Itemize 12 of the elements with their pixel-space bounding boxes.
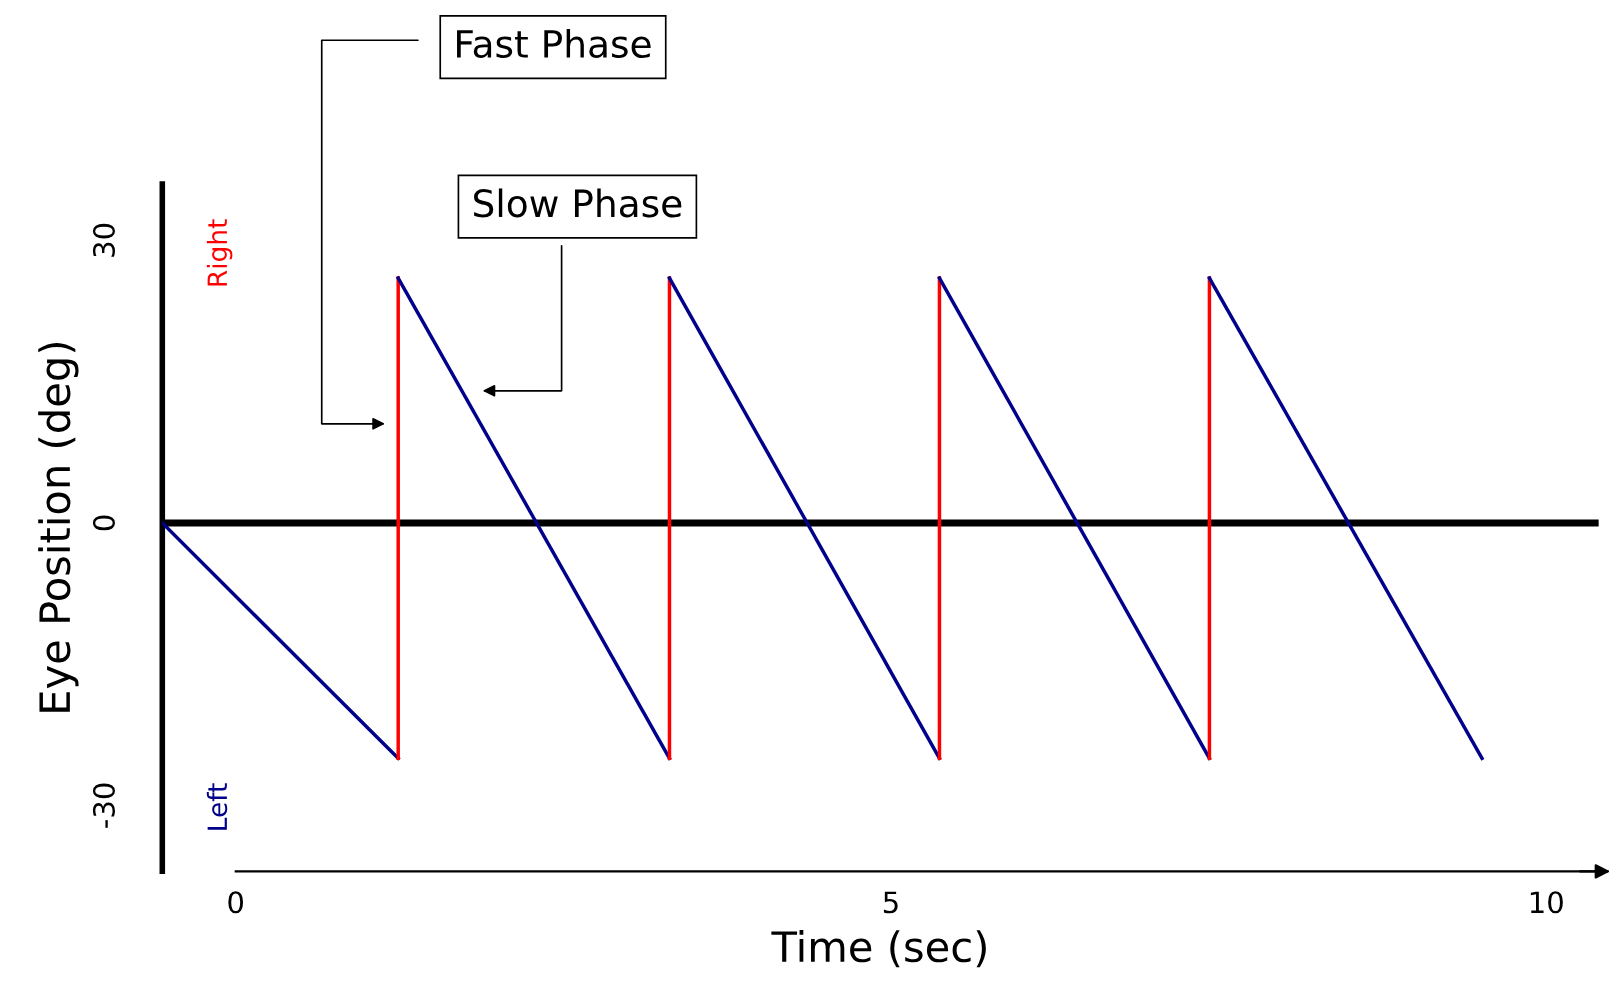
annotation: Right: [206, 219, 233, 286]
x-tick-label: 0: [228, 891, 244, 914]
y-axis-title: Eye Position (deg): [38, 343, 79, 712]
annotation: Left: [206, 783, 228, 830]
x-tick-label: 10: [1530, 891, 1563, 914]
text: Fast Phase: [457, 28, 651, 58]
annotation: Slow Phase: [474, 188, 682, 218]
y-tick-label: 0: [92, 515, 115, 531]
x-tick-label: 5: [883, 891, 898, 914]
y-tick-label: -30: [92, 783, 115, 828]
y-tick-label: 30: [92, 223, 115, 257]
x-axis-title: Time (sec): [771, 930, 986, 968]
